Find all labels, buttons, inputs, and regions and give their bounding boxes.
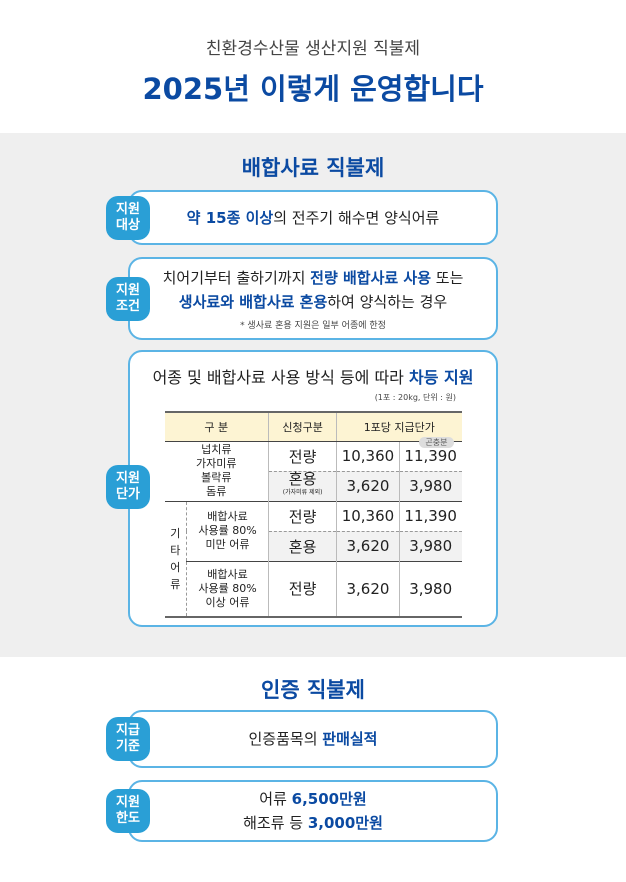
condition-badge: 지원 조건 — [106, 277, 150, 321]
cell: 10,360 — [336, 501, 400, 531]
cell: 3,620 — [336, 470, 400, 501]
group1-label: 넙치류 가자미류 볼락류 돔류 — [196, 443, 237, 498]
text-segment: 치어기부터 출하기까지 — [162, 269, 311, 287]
insect-tag: 곤충분 — [419, 436, 454, 448]
th-category: 구 분 — [164, 411, 269, 442]
condition-line1: 치어기부터 출하기까지 전량 배합사료 사용 또는 — [163, 266, 464, 290]
basis-box: 인증품목의 판매실적 — [128, 710, 498, 768]
subtitle: 친환경수산물 생산지원 직불제 — [205, 39, 421, 59]
price-table: 구 분 신청구분 1포당 지급단가 곤충분 넙치류 가자미류 볼락류 돔류 전량 10,3… — [164, 411, 462, 618]
limit-box: 어류 6,500만원 해조류 등 3,000만원 — [128, 780, 498, 842]
cell: 전량 — [268, 441, 337, 471]
cell: 혼용 — [268, 530, 337, 561]
unit-note: (1포 : 20kg, 단위 : 원) — [374, 393, 456, 402]
text-segment: 어종 및 배합사료 사용 방식 등에 따라 — [152, 368, 409, 387]
cell: 혼용 — [288, 470, 317, 488]
cell: 3,620 — [336, 530, 400, 561]
condition-line2: 생사료와 배합사료 혼용하여 양식하는 경우 — [179, 290, 447, 314]
cell: 10,360 — [336, 441, 400, 471]
highlight-text: 판매실적 — [322, 730, 378, 748]
cell-note: (가자미류 제외) — [282, 489, 323, 496]
highlight-text: 3,000만원 — [307, 814, 383, 832]
target-box: 약 15종 이상의 전주기 해수면 양식어류 — [128, 190, 498, 245]
text-segment: 어류 — [259, 790, 292, 808]
limit-badge: 지원 한도 — [106, 789, 150, 833]
price-intro: 어종 및 배합사료 사용 방식 등에 따라 차등 지원 — [153, 366, 474, 390]
sub2-label: 배합사료 사용률 80% 이상 어류 — [198, 567, 257, 609]
text-segment: 의 전주기 해수면 양식어류 — [273, 208, 440, 227]
basis-text: 인증품목의 판매실적 — [249, 727, 378, 751]
cell: 3,980 — [398, 561, 462, 617]
condition-box: 치어기부터 출하기까지 전량 배합사료 사용 또는 생사료와 배합사료 혼용하여… — [128, 257, 498, 340]
text-segment: 해조류 등 — [243, 814, 308, 832]
target-text: 약 15종 이상의 전주기 해수면 양식어류 — [187, 206, 440, 230]
cert-section-title: 인증 직불제 — [261, 678, 365, 702]
text-segment: 인증품목의 — [248, 730, 323, 748]
price-badge: 지원 단가 — [106, 465, 150, 509]
cell: 전량 — [268, 501, 337, 531]
cell: 3,620 — [336, 561, 400, 617]
highlight-text: 약 15종 이상 — [186, 208, 274, 227]
highlight-text: 차등 지원 — [408, 368, 474, 387]
cell: 전량 — [268, 561, 337, 617]
limit-line2: 해조류 등 3,000만원 — [243, 811, 383, 835]
th-price-label: 1포당 지급단가 — [363, 420, 435, 434]
other-label: 기 타 어 류 — [164, 501, 187, 617]
cell: 3,980 — [398, 470, 462, 501]
highlight-text: 전량 배합사료 사용 — [310, 269, 432, 287]
th-type: 신청구분 — [268, 411, 337, 442]
text-segment: 또는 — [431, 269, 464, 287]
feed-section-title: 배합사료 직불제 — [241, 156, 385, 180]
basis-badge: 지급 기준 — [106, 717, 150, 761]
sub1-label: 배합사료 사용률 80% 미만 어류 — [198, 510, 257, 551]
text-segment: 하여 양식하는 경우 — [327, 293, 448, 311]
highlight-text: 6,500만원 — [291, 790, 367, 808]
limit-line1: 어류 6,500만원 — [259, 787, 366, 811]
highlight-text: 생사료와 배합사료 혼용 — [178, 293, 328, 311]
condition-note: * 생사료 혼용 지원은 일부 어종에 한정 — [240, 321, 386, 331]
cell: 3,980 — [398, 530, 462, 561]
price-box: 어종 및 배합사료 사용 방식 등에 따라 차등 지원 (1포 : 20kg, … — [128, 350, 498, 627]
cell: 11,390 — [398, 501, 462, 531]
page-title: 2025년 이렇게 운영합니다 — [142, 72, 484, 106]
target-badge: 지원 대상 — [106, 196, 150, 240]
